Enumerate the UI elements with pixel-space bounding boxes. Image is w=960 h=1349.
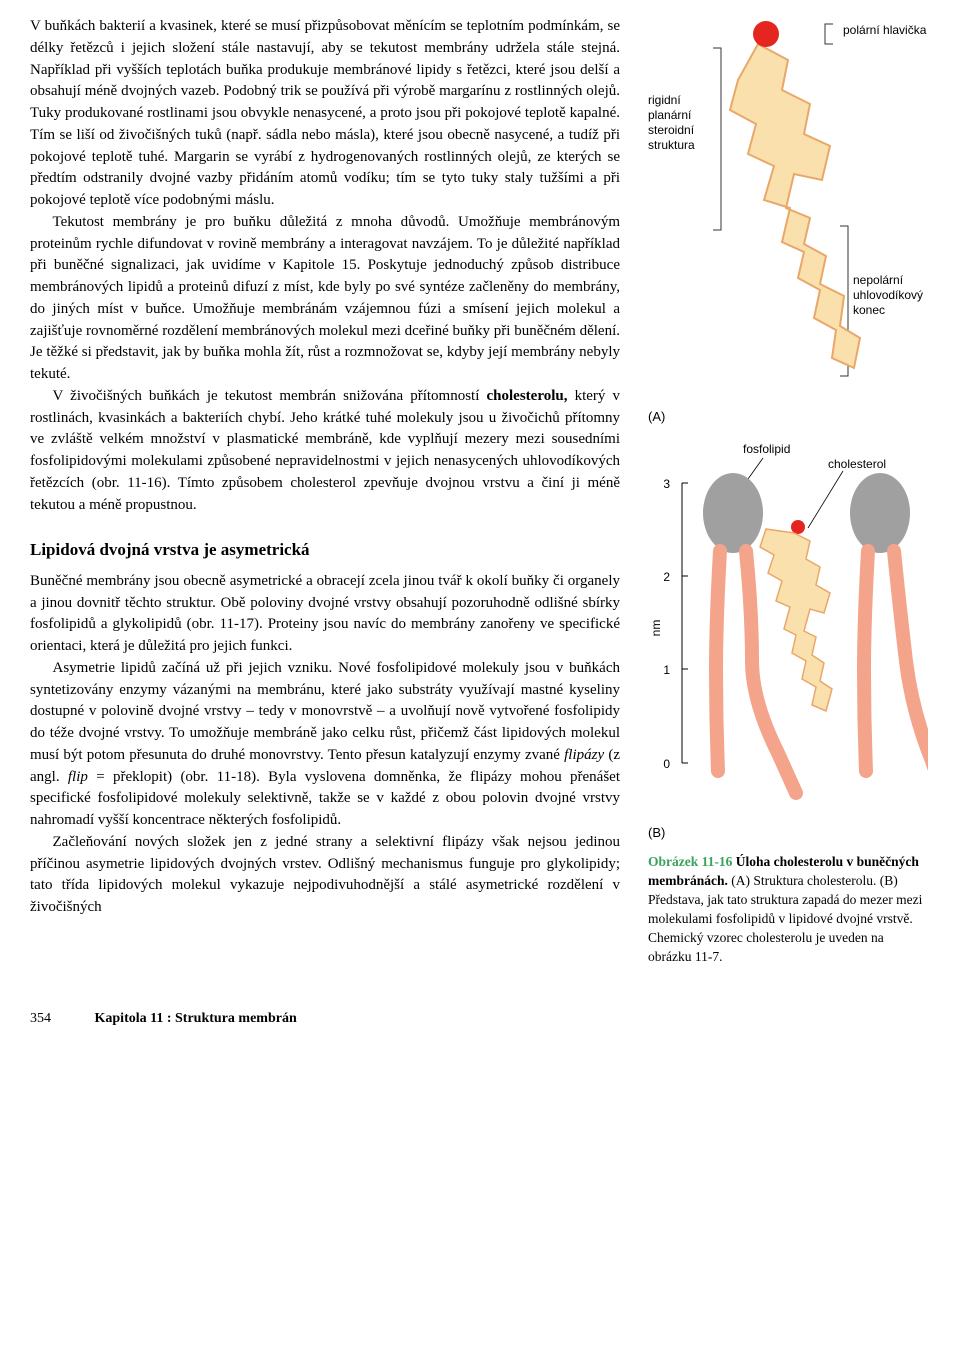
text: který v rostlinách, kvasinkách a bakteri…	[30, 388, 620, 513]
tick-label: 0	[663, 757, 670, 771]
label-fosfolipid: fosfolipid	[743, 442, 790, 456]
label-rigid: planární	[648, 108, 692, 122]
bracket-rigid	[713, 48, 721, 230]
figure-number: Obrázek 11-16	[648, 854, 736, 869]
section-heading: Lipidová dvojná vrstva je asymetrická	[30, 538, 620, 563]
label-polar-head: polární hlavička	[843, 23, 927, 37]
page-number: 354	[30, 1011, 51, 1026]
cholesterol-rings	[730, 44, 860, 368]
y-axis: 3 2 1 0 nm	[649, 477, 688, 771]
paragraph: V buňkách bakterií a kvasinek, které se …	[30, 16, 620, 212]
panel-a-label: (A)	[648, 408, 930, 427]
chapter-title: Kapitola 11 : Struktura membrán	[95, 1011, 297, 1026]
paragraph: Tekutost membrány je pro buňku důležitá …	[30, 212, 620, 386]
figure-column: polární hlavička rigidní planární steroi…	[648, 16, 930, 967]
panel-b-label: (B)	[648, 824, 930, 843]
page-footer: 354 Kapitola 11 : Struktura membrán	[30, 1009, 930, 1029]
phospholipid-left	[703, 473, 796, 793]
italic: flipázy	[564, 747, 604, 763]
label-nonpolar: uhlovodíkový	[853, 288, 923, 302]
label-rigid: rigidní	[648, 93, 681, 107]
label-nonpolar: nepolární	[853, 273, 904, 287]
tick-label: 2	[663, 570, 670, 584]
bracket-polar	[825, 24, 833, 44]
label-nonpolar: konec	[853, 303, 885, 317]
paragraph: Asymetrie lipidů začíná už při jejich vz…	[30, 658, 620, 832]
figure-a-cholesterol-structure: polární hlavička rigidní planární steroi…	[648, 16, 928, 396]
leader-line	[808, 471, 843, 528]
tick-label: 1	[663, 663, 670, 677]
phospholipid-right	[850, 473, 928, 791]
text: = překlopit) (obr. 11-18). Byla vysloven…	[30, 769, 620, 829]
text: Asymetrie lipidů začíná už při jejich vz…	[30, 660, 620, 763]
paragraph: V živočišných buňkách je tekutost membrá…	[30, 386, 620, 517]
main-text-column: V buňkách bakterií a kvasinek, které se …	[30, 16, 620, 967]
bold-term: cholesterolu,	[487, 388, 568, 404]
polar-head	[753, 21, 779, 47]
figure-b-membrane: fosfolipid cholesterol 3 2 1 0 nm	[648, 433, 928, 813]
figure-caption: Obrázek 11-16 Úloha cholesterolu v buněč…	[648, 853, 930, 966]
cholesterol-in-membrane	[760, 520, 832, 711]
label-cholesterol: cholesterol	[828, 457, 886, 471]
paragraph: Začleňování nových složek jen z jedné st…	[30, 832, 620, 919]
text: V živočišných buňkách je tekutost membrá…	[53, 388, 487, 404]
label-rigid: struktura	[648, 138, 695, 152]
label-rigid: steroidní	[648, 123, 695, 137]
paragraph: Buněčné membrány jsou obecně asymetrické…	[30, 571, 620, 658]
axis-unit: nm	[649, 619, 663, 636]
italic: flip	[68, 769, 88, 785]
tick-label: 3	[663, 477, 670, 491]
